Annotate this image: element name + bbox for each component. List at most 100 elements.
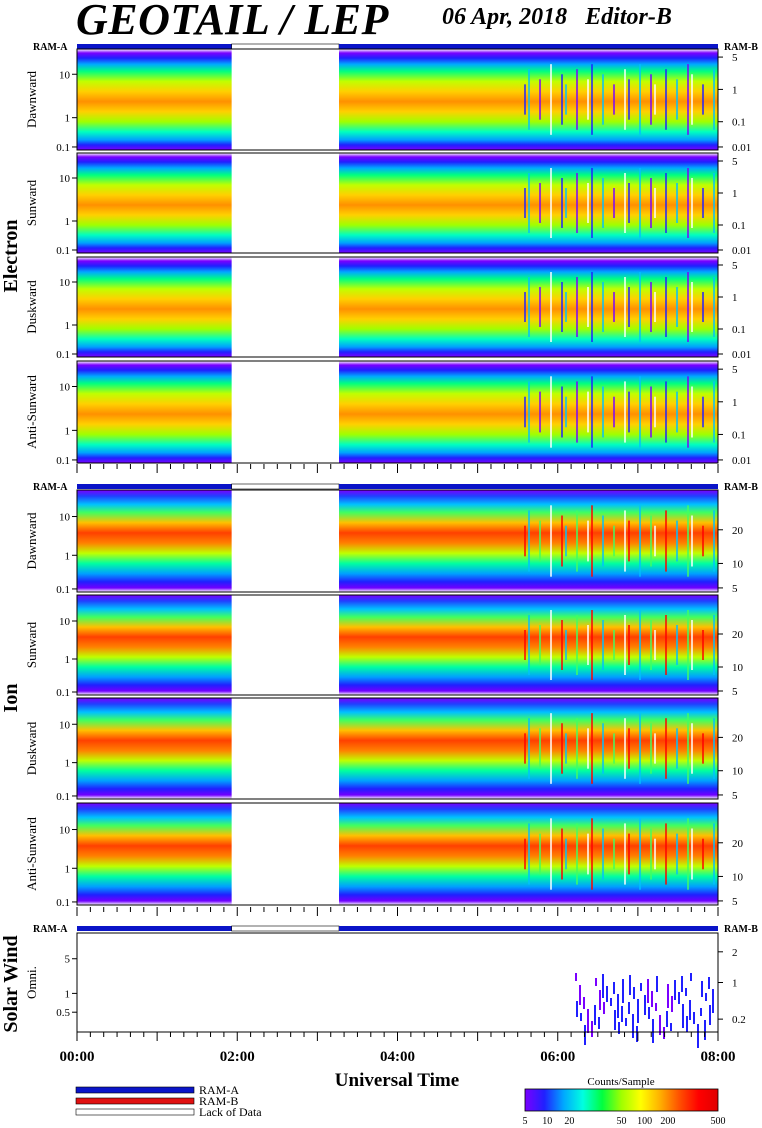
data-streak (587, 79, 589, 119)
right-tick-label: 5 (732, 896, 738, 908)
data-streak (639, 168, 641, 238)
ram-b-label: RAM-B (724, 42, 758, 53)
panel-label: Sunward (24, 179, 39, 226)
ram-a-segment (77, 44, 232, 49)
colorbar-title: Counts/Sample (587, 1076, 654, 1088)
data-streak (528, 823, 530, 884)
right-tick-label: 0.01 (732, 455, 751, 467)
data-streak (713, 381, 715, 442)
data-streak (639, 713, 641, 784)
data-streak (528, 718, 530, 779)
panel-label: Anti-Sunward (24, 375, 39, 449)
data-point (647, 979, 649, 1003)
data-streak (561, 620, 563, 670)
data-point (666, 1011, 668, 1027)
right-tick-label: 5 (732, 686, 738, 698)
data-streak (550, 713, 552, 784)
data-point (674, 980, 676, 1000)
data-point (686, 1016, 688, 1032)
ram-a-label: RAM-A (33, 42, 68, 53)
right-tick-label: 2 (732, 947, 738, 959)
right-tick-label: 1 (732, 397, 738, 409)
left-tick-label: 0.1 (56, 897, 70, 909)
right-tick-label: 1 (732, 84, 738, 96)
panel-omni-: Omni.510.5210.2 (24, 933, 746, 1048)
left-tick-label: 1 (65, 113, 71, 125)
colorbar-tick: 100 (637, 1116, 652, 1127)
ram-b-label: RAM-B (724, 482, 758, 493)
panel-anti-sunward: Anti-Sunward 10 1 0.1 20 10 5 (24, 803, 744, 909)
data-streak (565, 188, 567, 218)
data-streak (539, 834, 541, 875)
spectrogram-data (339, 803, 718, 905)
data-point (656, 976, 658, 992)
left-tick-label: 1 (65, 988, 71, 1000)
data-streak (591, 610, 593, 680)
right-tick-label: 5 (732, 790, 738, 802)
data-streak (524, 630, 526, 660)
data-streak (576, 718, 578, 779)
data-streak (576, 510, 578, 571)
data-streak (539, 521, 541, 562)
data-point (621, 1006, 623, 1022)
data-streak (676, 287, 678, 327)
data-streak (654, 292, 656, 322)
lack-of-data-segment (232, 926, 339, 931)
data-streak (654, 839, 656, 870)
data-streak (676, 79, 678, 119)
data-point (670, 1023, 672, 1031)
data-streak (624, 718, 626, 779)
data-streak (665, 69, 667, 130)
data-streak (613, 397, 615, 428)
data-streak (576, 173, 578, 233)
data-streak (524, 839, 526, 870)
data-streak (687, 505, 689, 576)
data-point (705, 993, 707, 1001)
spectrogram-data (339, 361, 718, 463)
data-point (708, 977, 710, 989)
data-streak (613, 630, 615, 660)
ram-a-segment (339, 484, 718, 489)
right-tick-label: 1 (732, 188, 738, 200)
data-streak (691, 178, 693, 228)
data-point (671, 996, 673, 1012)
data-streak (550, 64, 552, 135)
data-streak (691, 282, 693, 332)
data-streak (654, 526, 656, 557)
data-streak (650, 829, 652, 880)
spectrogram-data (77, 803, 232, 905)
data-streak (713, 823, 715, 884)
data-point (651, 991, 653, 1007)
data-streak (702, 84, 704, 114)
data-streak (550, 168, 552, 238)
colorbar-tick: 200 (660, 1116, 675, 1127)
data-point (622, 979, 624, 1003)
data-point (583, 997, 585, 1009)
spectrogram-data (77, 361, 232, 463)
legend-swatch (76, 1098, 194, 1104)
data-streak (539, 625, 541, 665)
colorbar-tick: 500 (711, 1116, 726, 1127)
data-point (689, 1000, 691, 1020)
data-streak (602, 829, 604, 880)
data-point (667, 984, 669, 1008)
data-streak (702, 526, 704, 557)
data-point (693, 1012, 695, 1024)
spectrogram-data (339, 698, 718, 799)
spectrogram-fill (77, 490, 232, 592)
data-streak (587, 287, 589, 327)
panel-label: Sunward (24, 621, 39, 668)
data-point (637, 999, 639, 1023)
right-tick-label: 5 (732, 364, 738, 376)
data-streak (713, 69, 715, 130)
spectrogram-data (77, 490, 232, 592)
ram-a-segment (77, 484, 232, 489)
spectrogram-data (339, 595, 718, 695)
data-streak (550, 818, 552, 889)
legend-swatch (76, 1087, 194, 1093)
group-label-ion: Ion (0, 684, 22, 713)
panel-sunward: Sunward 10 1 0.1 5 1 0.1 0.01 (24, 153, 751, 257)
data-point (712, 989, 714, 1013)
data-streak (702, 397, 704, 428)
left-tick-label: 1 (65, 758, 71, 770)
